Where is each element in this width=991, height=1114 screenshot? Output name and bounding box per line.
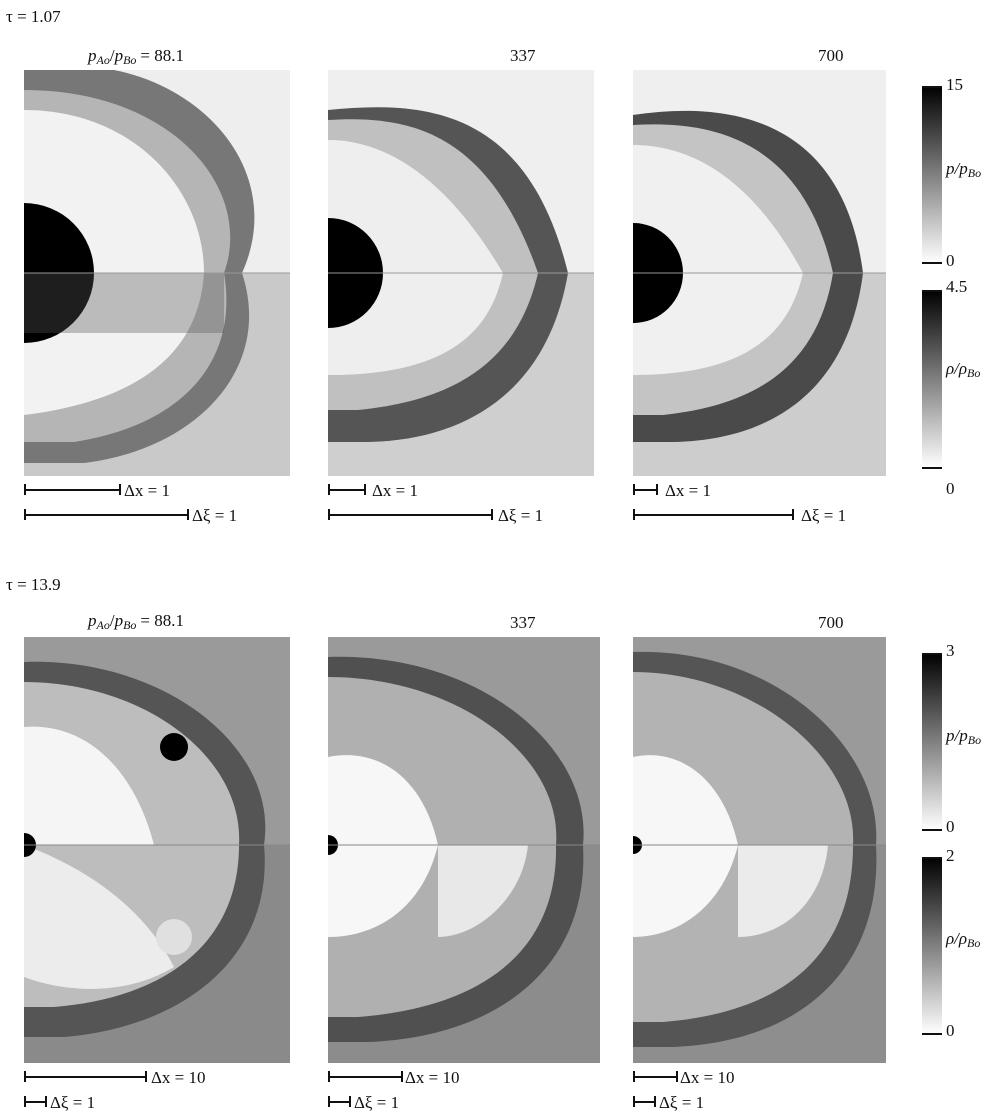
tau-label-row1: τ = 1.07 bbox=[6, 7, 61, 26]
scale-bar-dxi-row1-col3: Δξ = 1 bbox=[633, 507, 893, 524]
simulation-panel-row2-col1 bbox=[24, 637, 290, 1063]
density-min-label-row2: 0 bbox=[946, 1021, 955, 1040]
scale-bar-dxi-row2-col3: Δξ = 1 bbox=[633, 1094, 893, 1111]
pressure-axis-label-row2: p/pBo bbox=[946, 726, 982, 747]
density-min-label-row1: 0 bbox=[946, 479, 955, 498]
density-axis-label-row1: ρ/ρBo bbox=[946, 359, 981, 380]
tau-label-row2: τ = 13.9 bbox=[6, 575, 61, 594]
panel-title-row1-col1: pAo/pBo = 88.1 bbox=[88, 46, 185, 67]
colorbar-tick bbox=[922, 86, 942, 88]
scale-bar-dx-row2-col1: Δx = 10 bbox=[24, 1069, 284, 1086]
pressure-colorbar-row2 bbox=[922, 653, 942, 830]
panel-title-row2-col2: 337 bbox=[510, 613, 536, 632]
scale-bar-dxi-row2-col2: Δξ = 1 bbox=[328, 1094, 588, 1111]
scale-bar-dx-row1-col2: Δx = 1 bbox=[328, 482, 588, 499]
colorbar-tick bbox=[922, 1033, 942, 1035]
scale-bar-dx-row1-col1: Δx = 1 bbox=[24, 482, 284, 499]
panel-title-row1-col3: 700 bbox=[818, 46, 844, 65]
scale-bar-dxi-row1-col2: Δξ = 1 bbox=[328, 507, 588, 524]
density-colorbar-row2 bbox=[922, 857, 942, 1034]
scale-bar-dxi-row2-col1: Δξ = 1 bbox=[24, 1094, 284, 1111]
scale-bar-dx-row2-col3: Δx = 10 bbox=[633, 1069, 893, 1086]
pressure-min-label-row2: 0 bbox=[946, 817, 955, 836]
pressure-axis-label-row1: p/pBo bbox=[946, 159, 982, 180]
pressure-min-label-row1: 0 bbox=[946, 251, 955, 270]
pressure-colorbar-row1 bbox=[922, 86, 942, 263]
density-max-label-row1: 4.5 bbox=[946, 277, 968, 296]
colorbar-tick bbox=[922, 653, 942, 655]
pressure-max-label-row2: 3 bbox=[946, 641, 955, 660]
simulation-panel-row1-col3 bbox=[633, 70, 886, 476]
panel-title-row2-col3: 700 bbox=[818, 613, 844, 632]
simulation-panel-row1-col2 bbox=[328, 70, 594, 476]
simulation-panel-row2-col2 bbox=[328, 637, 600, 1063]
density-max-label-row2: 2 bbox=[946, 846, 955, 865]
scale-bar-dxi-row1-col1: Δξ = 1 bbox=[24, 507, 284, 524]
colorbar-tick bbox=[922, 262, 942, 264]
colorbar-tick bbox=[922, 467, 942, 469]
colorbar-tick bbox=[922, 829, 942, 831]
simulation-panel-row1-col1 bbox=[24, 70, 290, 476]
scale-bar-dx-row2-col2: Δx = 10 bbox=[328, 1069, 588, 1086]
density-colorbar-row1 bbox=[922, 290, 942, 468]
panel-title-row1-col2: 337 bbox=[510, 46, 536, 65]
colorbar-tick bbox=[922, 857, 942, 859]
density-axis-label-row2: ρ/ρBo bbox=[946, 929, 981, 950]
simulation-panel-row2-col3 bbox=[633, 637, 886, 1063]
panel-title-row2-col1: pAo/pBo = 88.1 bbox=[88, 611, 185, 632]
pressure-max-label-row1: 15 bbox=[946, 75, 963, 94]
scale-bar-dx-row1-col3: Δx = 1 bbox=[633, 482, 893, 499]
colorbar-tick bbox=[922, 290, 942, 292]
